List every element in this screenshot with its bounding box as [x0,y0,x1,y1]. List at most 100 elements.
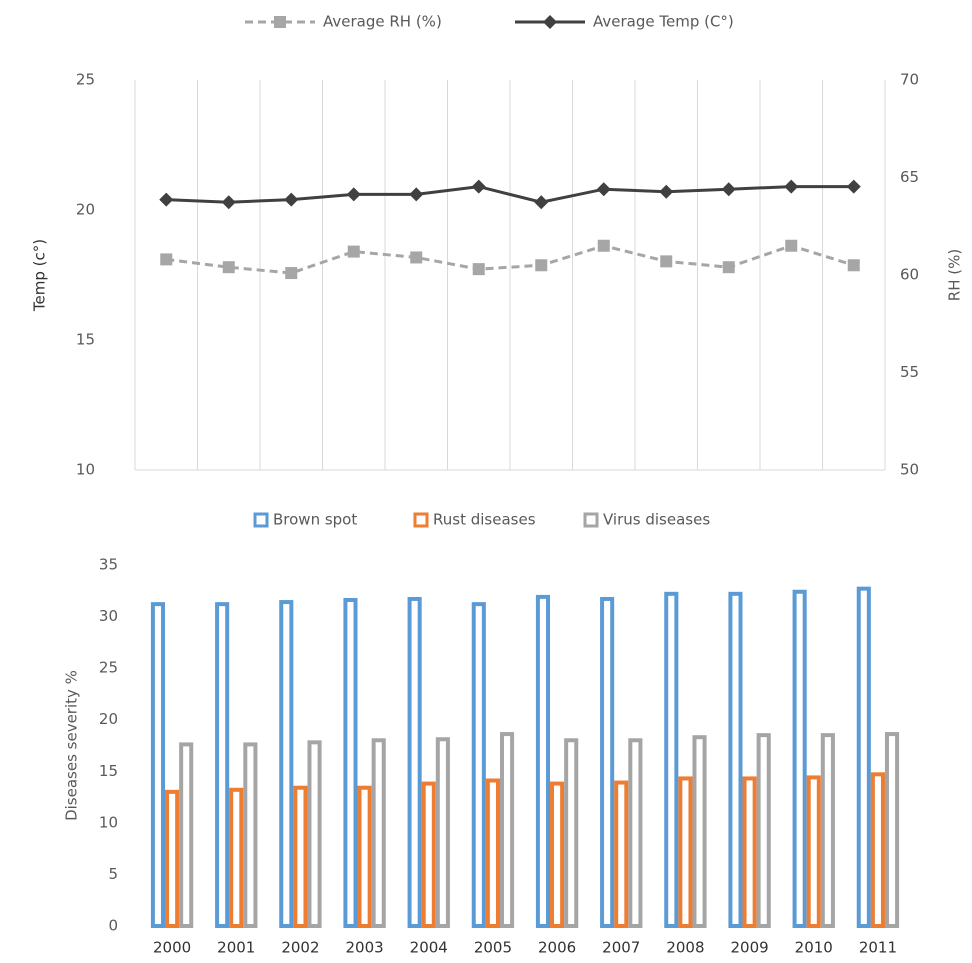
marker [846,179,861,194]
bar [343,598,358,929]
bar [535,594,551,928]
legend-label: Brown spot [273,511,357,529]
y-tick-label: 15 [99,762,118,780]
marker [222,261,235,274]
y-tick-label: 20 [76,201,95,219]
bar [884,732,900,928]
y-tick-label: 0 [108,917,118,935]
marker [409,187,424,202]
bar [357,785,372,928]
y-tick-label: 5 [108,865,118,883]
x-tick-label: 2011 [859,939,897,957]
legend-label: Average RH (%) [323,13,442,31]
marker [346,187,361,202]
bar [243,742,258,928]
y2-tick-label: 65 [900,168,919,186]
bar [293,785,308,928]
bar [179,742,194,928]
y-axis-title: Diseases severity % [63,670,81,821]
legend-label: Average Temp (C°) [593,13,734,31]
y2-axis-title: RH (%) [946,249,964,301]
series-line [166,185,854,204]
bar [628,738,643,929]
legend-label: Rust diseases [433,511,536,529]
y2-tick-label: 55 [900,363,919,381]
y-tick-label: 25 [76,71,95,89]
bar [550,781,565,928]
bar [742,776,757,929]
bar [307,740,322,928]
x-tick-label: 2000 [153,939,191,957]
bar [279,600,294,928]
marker [471,179,486,194]
x-tick-label: 2008 [666,939,704,957]
x-tick-label: 2007 [602,939,640,957]
bar [678,776,693,929]
y-axis-title: Temp (c°) [31,239,49,312]
marker [347,245,360,258]
marker [285,267,298,280]
marker [472,263,485,276]
legend-swatch [253,512,269,528]
bar [371,738,386,929]
bar [820,733,835,928]
marker [159,192,174,207]
bar [692,735,707,929]
y-tick-label: 20 [99,710,118,728]
y-tick-label: 35 [99,556,118,574]
marker [847,259,860,272]
y-tick-label: 25 [99,659,118,677]
marker [534,195,549,210]
marker [597,239,610,252]
bar [485,778,500,929]
bar [215,602,230,928]
bar [664,591,679,928]
legend-marker [274,16,286,28]
legend-label: Virus diseases [603,511,710,529]
x-tick-label: 2005 [474,939,512,957]
x-tick-label: 2009 [730,939,768,957]
x-tick-label: 2001 [217,939,255,957]
bar [499,732,515,928]
marker [160,253,173,266]
marker [659,184,674,199]
marker [284,192,299,207]
y2-tick-label: 50 [900,461,919,479]
x-tick-label: 2004 [410,939,448,957]
marker [410,251,423,264]
bar [435,737,450,929]
y2-tick-label: 70 [900,71,919,89]
marker [596,182,611,197]
bar [471,602,486,928]
legend-marker [543,15,557,29]
bar [614,780,629,928]
bar [564,738,579,929]
marker [535,259,548,272]
bar [856,586,871,928]
marker [660,255,673,268]
marker [221,195,236,210]
x-tick-label: 2006 [538,939,576,957]
bar [407,596,422,929]
bar [600,596,615,929]
x-tick-label: 2010 [795,939,833,957]
legend-swatch [413,512,429,528]
bar [229,787,244,928]
bar [756,733,771,928]
y-tick-label: 10 [76,461,95,479]
marker [722,261,735,274]
bar [728,591,743,928]
bar [870,772,885,928]
x-tick-label: 2003 [345,939,383,957]
bar [792,589,807,928]
bar [806,775,821,929]
bar [150,602,166,928]
bar [165,789,180,929]
y-tick-label: 10 [99,813,118,831]
marker [784,179,799,194]
y-tick-label: 30 [99,607,118,625]
y-tick-label: 15 [76,331,95,349]
marker [785,239,798,252]
x-tick-label: 2002 [281,939,319,957]
